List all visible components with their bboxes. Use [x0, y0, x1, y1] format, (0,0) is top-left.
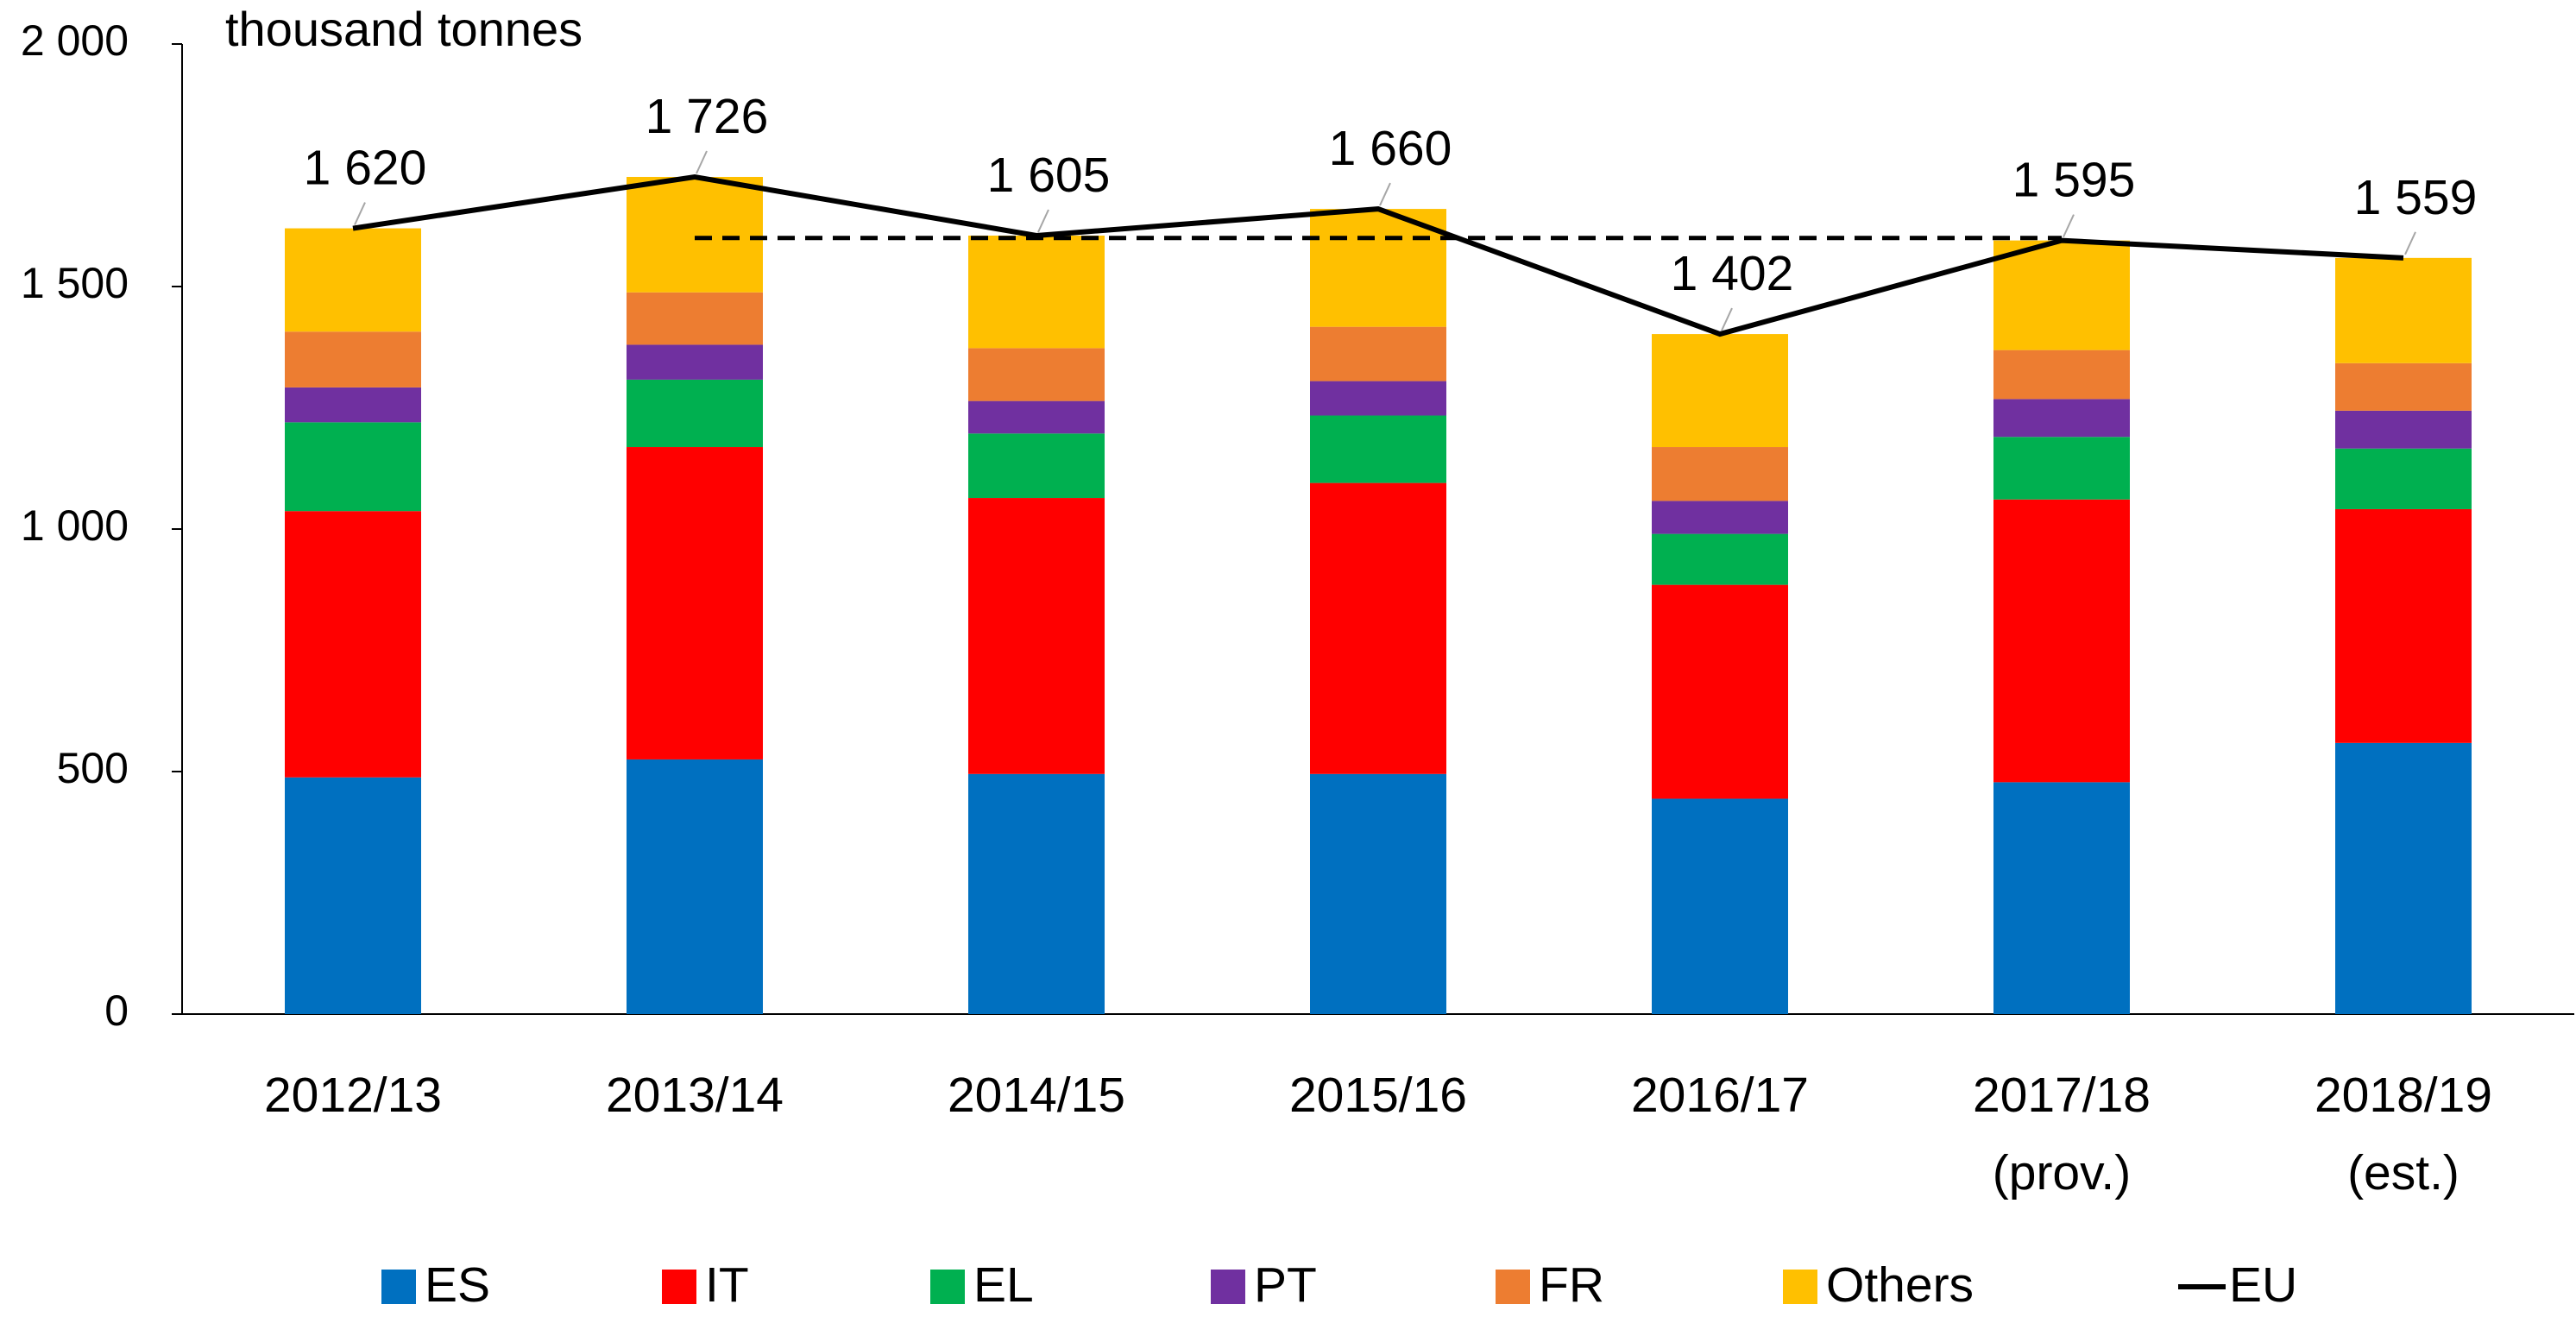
- bar-segment: [1652, 533, 1788, 585]
- legend-label: EU: [2229, 1257, 2297, 1313]
- bar-segment: [285, 331, 421, 388]
- bar-segment: [1310, 415, 1446, 483]
- y-tick-label: 1 000: [21, 501, 129, 550]
- label-leader: [1037, 209, 1049, 233]
- x-tick-label: 2012/13: [264, 1068, 442, 1123]
- label-leader: [1379, 182, 1391, 206]
- bar-segment: [1310, 381, 1446, 416]
- bar-segment: [968, 498, 1105, 774]
- legend-label: IT: [705, 1257, 749, 1313]
- y-tick-label: 2 000: [21, 16, 129, 65]
- bar-segment: [285, 422, 421, 512]
- bar-segment: [1993, 437, 2130, 500]
- y-tick-label: 1 500: [21, 259, 129, 307]
- bar-segment: [1993, 240, 2130, 350]
- bar-segment: [627, 759, 763, 1014]
- bar-segment: [285, 511, 421, 778]
- bar-segment: [1993, 350, 2130, 400]
- bar-segment: [1993, 499, 2130, 783]
- label-leader: [696, 150, 708, 174]
- bar-segment: [2335, 257, 2472, 363]
- x-tick-label: 2013/14: [606, 1068, 784, 1123]
- label-leader: [2063, 214, 2075, 238]
- y-tick-label: 0: [104, 986, 129, 1035]
- bar-segment: [627, 176, 763, 293]
- bar-segment: [627, 379, 763, 448]
- bar-segment: [627, 447, 763, 759]
- legend-label: ES: [425, 1257, 490, 1313]
- bar-segment: [2335, 448, 2472, 509]
- data-label: 1 605: [987, 148, 1111, 203]
- x-tick-label: 2014/15: [948, 1068, 1125, 1123]
- bar-segment: [1652, 334, 1788, 448]
- data-label: 1 559: [2354, 170, 2478, 225]
- bar-segment: [968, 235, 1105, 349]
- bar-segment: [627, 292, 763, 345]
- legend-label: PT: [1254, 1257, 1317, 1313]
- data-label: 1 620: [304, 141, 427, 196]
- bar-segment: [2335, 410, 2472, 449]
- bar-segment: [968, 433, 1105, 499]
- bar-segment: [1652, 447, 1788, 501]
- x-tick-label: 2016/17: [1631, 1068, 1809, 1123]
- legend-label: FR: [1539, 1257, 1604, 1313]
- legend-swatch: [662, 1270, 696, 1304]
- data-label: 1 595: [2012, 153, 2136, 208]
- label-leader: [354, 202, 366, 225]
- bar-segment: [1652, 584, 1788, 799]
- x-tick-label: 2018/19 (est.): [2315, 1068, 2492, 1200]
- bar-segment: [285, 777, 421, 1014]
- bar-segment: [1993, 399, 2130, 438]
- bar-segment: [968, 773, 1105, 1014]
- bar-segment: [627, 344, 763, 380]
- y-axis-label: thousand tonnes: [225, 2, 583, 56]
- bar-segment: [1310, 209, 1446, 327]
- bar-segment: [1652, 501, 1788, 534]
- data-label: 1 726: [646, 89, 769, 144]
- bar-segment: [2335, 362, 2472, 411]
- bar-segment: [1652, 798, 1788, 1014]
- line-series: [352, 173, 2404, 337]
- legend-label: Others: [1826, 1257, 1974, 1313]
- y-tick-label: 500: [57, 744, 129, 792]
- bar-segment: [1310, 773, 1446, 1014]
- bar-segment: [285, 228, 421, 332]
- data-label: 1 402: [1671, 246, 1794, 301]
- bar-segment: [285, 387, 421, 423]
- bar-segment: [1993, 782, 2130, 1014]
- legend-swatch: [930, 1270, 965, 1304]
- bar-segment: [1310, 482, 1446, 774]
- bar-segment: [2335, 742, 2472, 1014]
- bar-segment: [2335, 508, 2472, 743]
- bar-segment: [968, 400, 1105, 434]
- legend-swatch: [1211, 1270, 1245, 1304]
- legend-swatch: [1496, 1270, 1530, 1304]
- legend-swatch: [1783, 1270, 1817, 1304]
- legend-label: EL: [973, 1257, 1034, 1313]
- x-tick-label: 2015/16: [1289, 1068, 1467, 1123]
- label-leader: [1721, 307, 1733, 331]
- data-label: 1 660: [1329, 121, 1452, 176]
- bar-segment: [1310, 326, 1446, 381]
- label-leader: [2404, 231, 2416, 255]
- x-tick-label: 2017/18 (prov.): [1973, 1068, 2151, 1200]
- legend-swatch: [381, 1270, 416, 1304]
- bar-segment: [968, 348, 1105, 401]
